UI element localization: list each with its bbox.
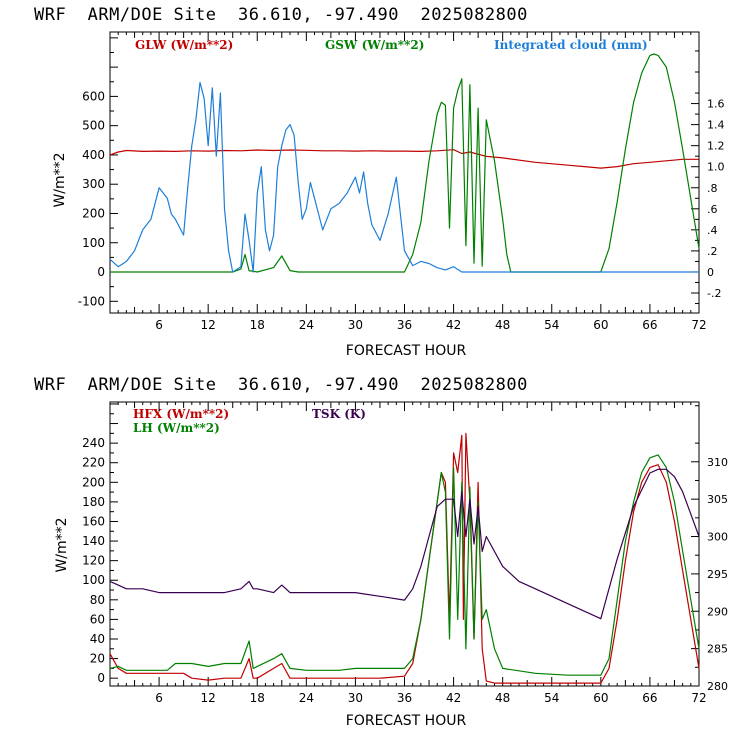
bottom-y-tick-label: 220 xyxy=(82,456,105,470)
legend-bottom-tsk: TSK (K) xyxy=(312,407,366,421)
top-y2-tick-label: 1.6 xyxy=(707,98,725,111)
chart-bottom-panel: WRF ARM/DOE Site 36.610, -97.490 2025082… xyxy=(34,375,728,729)
top-series-line-glw xyxy=(109,149,699,169)
chart-bottom-ylabel: W/m**2 xyxy=(54,517,70,572)
bottom-y-tick-label: 120 xyxy=(82,554,105,568)
bottom-x-tick-label: 54 xyxy=(544,691,559,705)
top-x-tick-label: 36 xyxy=(397,318,412,332)
bottom-y2-tick-label: 300 xyxy=(707,531,728,544)
chart-top-ylabel: W/m**2 xyxy=(52,152,68,207)
bottom-x-tick-label: 60 xyxy=(593,691,608,705)
legend-top-glw: GLW (W/m**2) xyxy=(135,38,233,52)
bottom-y-tick-label: 160 xyxy=(82,514,105,528)
bottom-x-tick-label: 30 xyxy=(348,691,363,705)
chart-top-series xyxy=(109,53,700,273)
top-y-tick-label: 400 xyxy=(82,148,105,162)
legend-bottom-hfx: HFX (W/m**2) xyxy=(133,407,229,421)
bottom-y-tick-label: 100 xyxy=(82,573,105,587)
legend-top-gsw: GSW (W/m**2) xyxy=(325,38,424,52)
bottom-x-tick-label: 42 xyxy=(446,691,461,705)
top-y-tick-label: 200 xyxy=(82,206,105,220)
legend-bottom-lh: LH (W/m**2) xyxy=(133,421,220,435)
top-y-tick-label: 300 xyxy=(82,177,105,191)
bottom-y2-tick-label: 280 xyxy=(707,680,728,693)
top-y2-tick-label: 0 xyxy=(707,266,714,279)
bottom-x-tick-label: 48 xyxy=(495,691,510,705)
top-series-line-gsw xyxy=(110,53,700,273)
top-x-tick-label: 54 xyxy=(544,318,559,332)
top-x-tick-label: 24 xyxy=(299,318,314,332)
top-y2-tick-label: .4 xyxy=(707,224,718,237)
top-x-tick-label: 48 xyxy=(495,318,510,332)
bottom-y-tick-label: 80 xyxy=(90,593,105,607)
bottom-y-tick-label: 0 xyxy=(97,671,105,685)
bottom-series-line-tsk xyxy=(109,468,700,620)
chart-bottom-xlabel: FORECAST HOUR xyxy=(346,713,467,729)
top-x-tick-label: 66 xyxy=(642,318,657,332)
bottom-y-tick-label: 40 xyxy=(90,632,105,646)
bottom-y2-tick-label: 290 xyxy=(707,605,728,618)
bottom-y2-tick-label: 295 xyxy=(707,568,728,581)
bottom-y-tick-label: 20 xyxy=(90,652,105,666)
chart-top-xlabel: FORECAST HOUR xyxy=(346,343,467,359)
top-y-tick-label: 500 xyxy=(82,119,105,133)
chart-bottom-ticks: 6 12 18 24 30 36 42 48 54 60 66 72 0 20 40 60 80 100 120 14… xyxy=(82,402,728,705)
top-x-tick-label: 6 xyxy=(155,318,163,332)
bottom-y-tick-label: 240 xyxy=(82,436,105,450)
top-y2-tick-label: -.2 xyxy=(707,287,721,300)
top-series-line-integrated xyxy=(109,81,699,273)
bottom-x-tick-label: 12 xyxy=(201,691,216,705)
top-x-tick-label: 60 xyxy=(593,318,608,332)
chart-bottom-title: WRF ARM/DOE Site 36.610, -97.490 2025082… xyxy=(34,375,528,395)
bottom-x-tick-label: 18 xyxy=(250,691,265,705)
top-x-tick-label: 72 xyxy=(691,318,706,332)
bottom-x-tick-label: 24 xyxy=(299,691,314,705)
top-x-tick-label: 18 xyxy=(250,318,265,332)
top-x-tick-label: 30 xyxy=(348,318,363,332)
chart-bottom-series xyxy=(109,432,700,684)
legend-top-cloud: Integrated cloud (mm) xyxy=(494,38,648,52)
bottom-y2-tick-label: 310 xyxy=(707,456,728,469)
top-y-tick-label: -100 xyxy=(78,294,105,308)
chart-top-title: WRF ARM/DOE Site 36.610, -97.490 2025082… xyxy=(34,5,528,25)
top-x-tick-label: 42 xyxy=(446,318,461,332)
top-y2-tick-label: 1.0 xyxy=(707,161,725,174)
bottom-y2-tick-label: 285 xyxy=(707,643,728,656)
top-y2-tick-label: .2 xyxy=(707,245,718,258)
top-y2-tick-label: 1.4 xyxy=(707,119,725,132)
bottom-y2-tick-label: 305 xyxy=(707,493,728,506)
top-y-tick-label: 600 xyxy=(82,89,105,103)
chart-top-ticks: 6 12 18 24 30 36 42 48 54 60 66 72 -100 0 100 200 300 400… xyxy=(78,32,725,332)
bottom-y-tick-label: 200 xyxy=(82,475,105,489)
bottom-x-tick-label: 66 xyxy=(642,691,657,705)
bottom-series-line-lh xyxy=(109,454,700,676)
chart-top-panel: WRF ARM/DOE Site 36.610, -97.490 2025082… xyxy=(34,5,725,359)
top-x-tick-label: 12 xyxy=(201,318,216,332)
bottom-y-tick-label: 60 xyxy=(90,612,105,626)
bottom-x-tick-label: 36 xyxy=(397,691,412,705)
top-y2-tick-label: .6 xyxy=(707,203,718,216)
bottom-x-tick-label: 6 xyxy=(155,691,163,705)
top-y2-tick-label: .8 xyxy=(707,182,718,195)
top-y-tick-label: 100 xyxy=(82,236,105,250)
bottom-x-tick-label: 72 xyxy=(691,691,706,705)
bottom-y-tick-label: 180 xyxy=(82,495,105,509)
bottom-y-tick-label: 140 xyxy=(82,534,105,548)
top-y2-tick-label: 1.2 xyxy=(707,140,725,153)
top-y-tick-label: 0 xyxy=(97,265,105,279)
